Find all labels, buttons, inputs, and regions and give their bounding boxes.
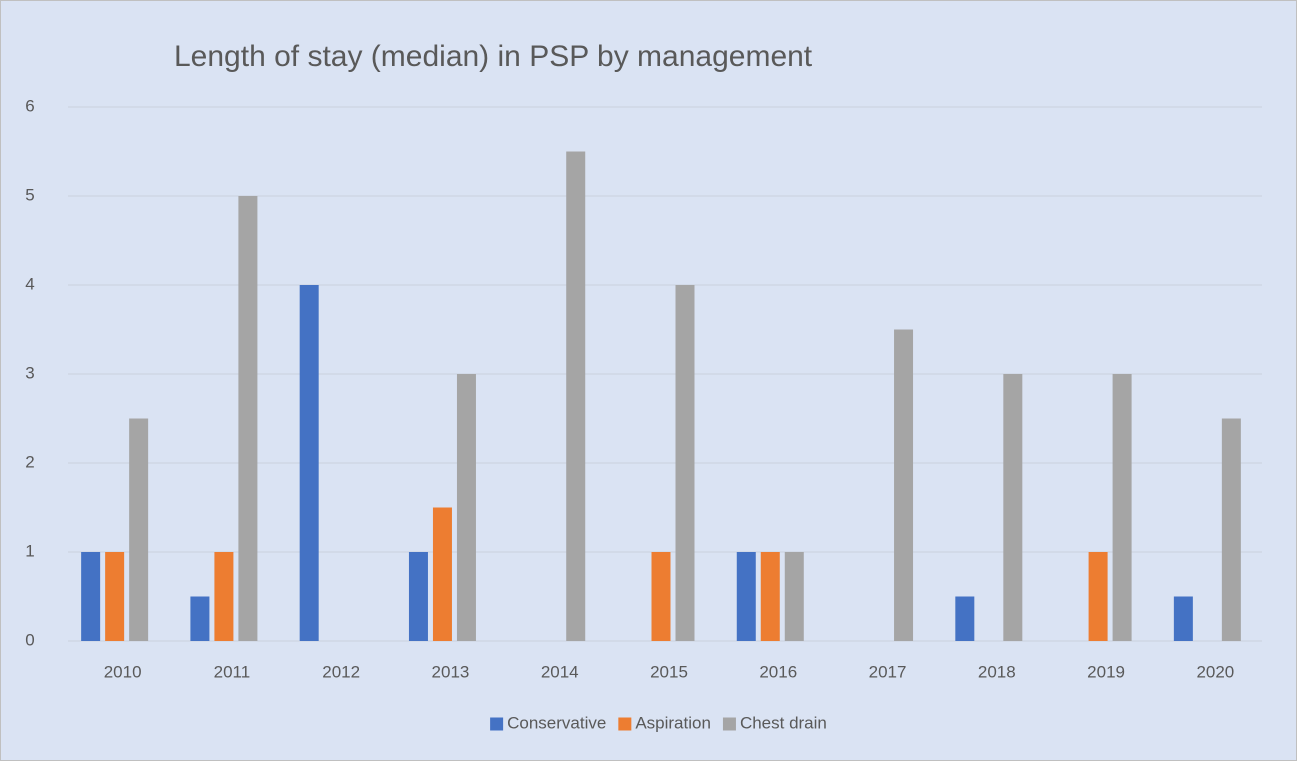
- y-tick-label: 3: [25, 363, 34, 382]
- y-tick-label: 4: [25, 274, 34, 293]
- legend-swatch: [490, 717, 504, 731]
- x-tick-label: 2010: [104, 662, 142, 681]
- y-tick-label: 0: [25, 630, 34, 649]
- chart-title: Length of stay (median) in PSP by manage…: [174, 40, 813, 73]
- bar: [456, 374, 476, 641]
- bar: [1173, 596, 1193, 641]
- bar: [299, 285, 319, 641]
- x-tick-label: 2019: [1087, 662, 1125, 681]
- x-tick-label: 2018: [978, 662, 1016, 681]
- y-tick-label: 5: [25, 185, 34, 204]
- legend-swatch: [618, 717, 632, 731]
- bar: [955, 596, 975, 641]
- x-tick-label: 2020: [1196, 662, 1234, 681]
- bar: [760, 552, 780, 641]
- bar: [432, 507, 452, 641]
- x-tick-label: 2017: [869, 662, 907, 681]
- x-tick-label: 2015: [650, 662, 688, 681]
- bar: [1112, 374, 1132, 641]
- bar: [190, 596, 210, 641]
- bar: [105, 552, 125, 641]
- bar: [1003, 374, 1023, 641]
- x-tick-label: 2016: [759, 662, 797, 681]
- bar: [784, 552, 804, 641]
- x-tick-label: 2013: [432, 662, 470, 681]
- bar: [129, 418, 149, 641]
- bar: [651, 552, 671, 641]
- x-tick-label: 2011: [214, 662, 251, 681]
- y-tick-label: 1: [25, 541, 34, 560]
- bar: [1221, 418, 1241, 641]
- legend-label: Aspiration: [635, 713, 711, 732]
- legend-label: Chest drain: [740, 713, 827, 732]
- x-tick-label: 2014: [541, 662, 579, 681]
- bar: [214, 552, 234, 641]
- bar: [675, 285, 695, 641]
- y-tick-label: 6: [25, 96, 34, 115]
- y-tick-label: 2: [25, 452, 34, 471]
- bar: [408, 552, 428, 641]
- legend-swatch: [722, 717, 736, 731]
- bar: [894, 329, 914, 641]
- bar: [736, 552, 756, 641]
- bar: [566, 151, 586, 641]
- x-tick-label: 2012: [322, 662, 360, 681]
- bar: [1088, 552, 1108, 641]
- bar: [238, 196, 258, 641]
- bar: [81, 552, 101, 641]
- legend-label: Conservative: [507, 713, 606, 732]
